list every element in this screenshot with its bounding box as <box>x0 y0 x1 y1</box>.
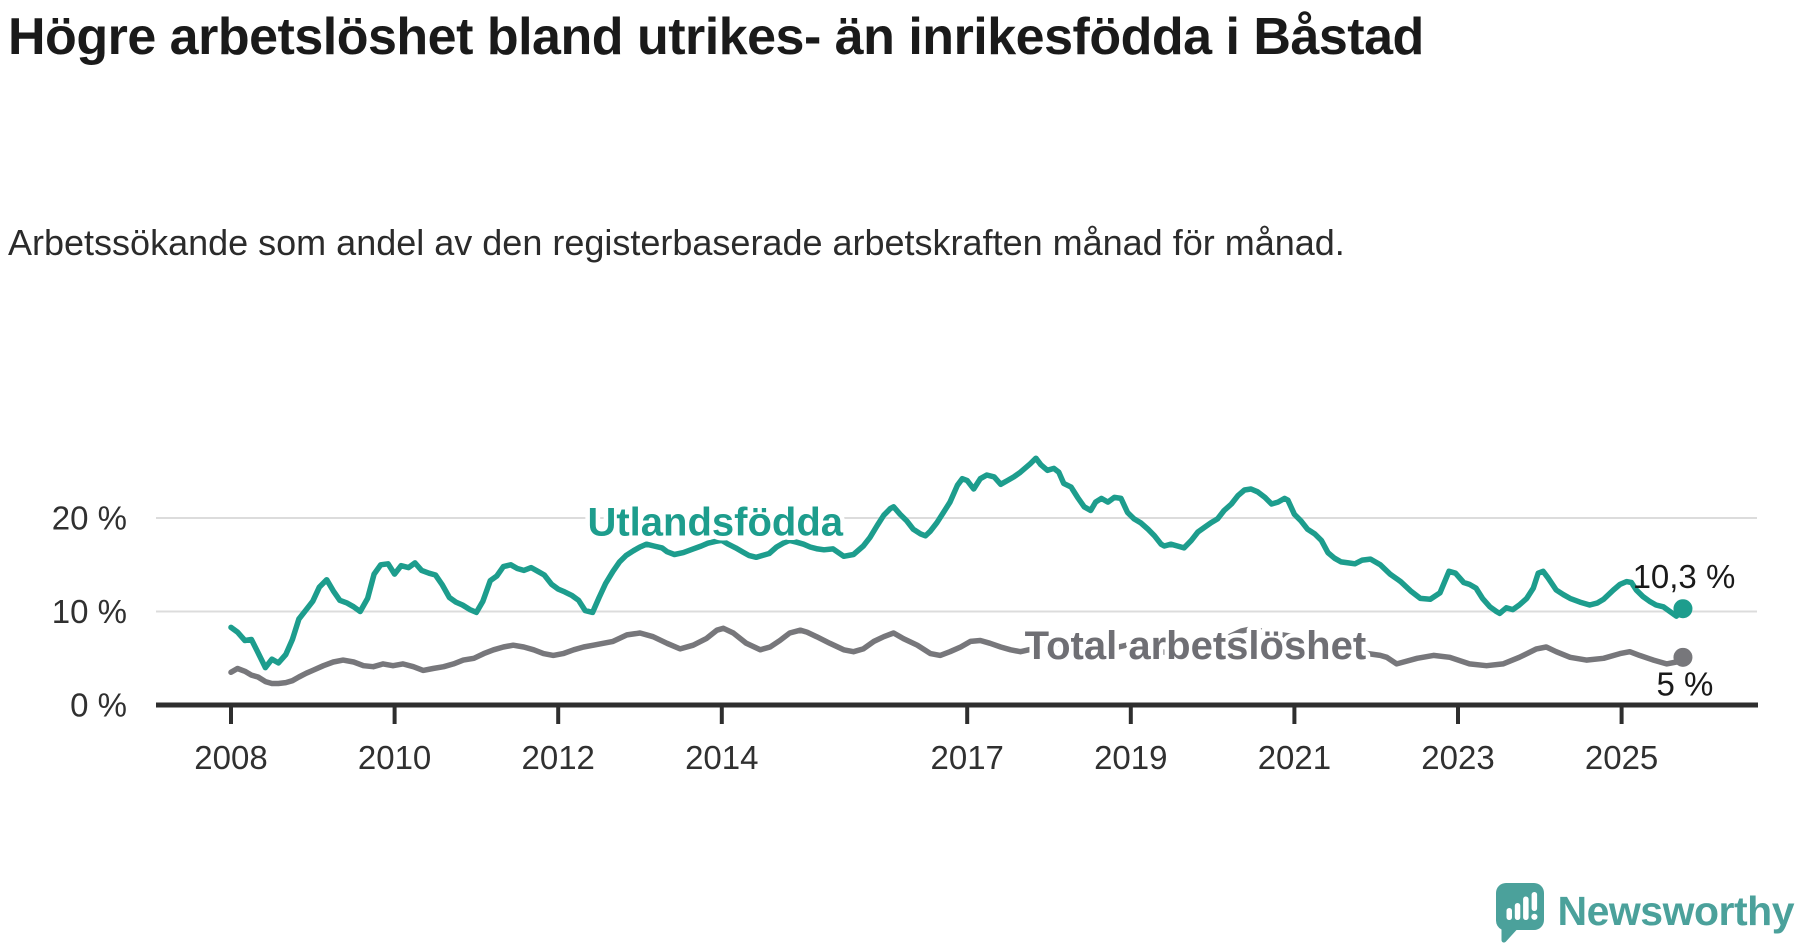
x-axis-label: 2017 <box>930 739 1003 776</box>
end-dot-utlandsf-dda <box>1673 599 1693 619</box>
x-axis-label: 2008 <box>194 739 267 776</box>
series-line-utlandsf-dda <box>228 455 1686 671</box>
newsworthy-brand-name: Newsworthy <box>1557 887 1795 934</box>
y-axis-label: 10 % <box>52 593 127 630</box>
x-axis-label: 2012 <box>521 739 594 776</box>
x-axis-label: 2014 <box>685 739 758 776</box>
end-value-label-total-arbetsl-shet: 5 % <box>1657 665 1714 702</box>
unemployment-line-chart: Utlandsfödda Total arbetslöshet 2008 2010 20… <box>52 455 1758 776</box>
newsworthy-logo: Newsworthy <box>1495 882 1795 946</box>
end-value-label-utlandsf-dda: 10,3 % <box>1633 558 1736 595</box>
x-axis-label: 2025 <box>1585 739 1658 776</box>
y-axis-label: 20 % <box>52 500 127 537</box>
series-line-total-arbetsl-shet <box>228 625 1686 687</box>
x-axis-label: 2019 <box>1094 739 1167 776</box>
series-label-total-arbetsl-shet: Total arbetslöshet <box>1025 624 1367 668</box>
page-title: Högre arbetslöshet bland utrikes- än inr… <box>8 8 1424 66</box>
chart-subtitle: Arbetssökande som andel av den registerb… <box>8 222 1345 263</box>
series-label-utlandsf-dda: Utlandsfödda <box>587 501 843 545</box>
x-axis-label: 2010 <box>358 739 431 776</box>
x-axis-label: 2021 <box>1258 739 1331 776</box>
newsworthy-speech-bubble-chart-icon <box>1495 883 1544 943</box>
y-axis-label: 0 % <box>70 687 127 724</box>
x-axis-label: 2023 <box>1421 739 1494 776</box>
end-dot-total-arbetsl-shet <box>1673 647 1693 667</box>
